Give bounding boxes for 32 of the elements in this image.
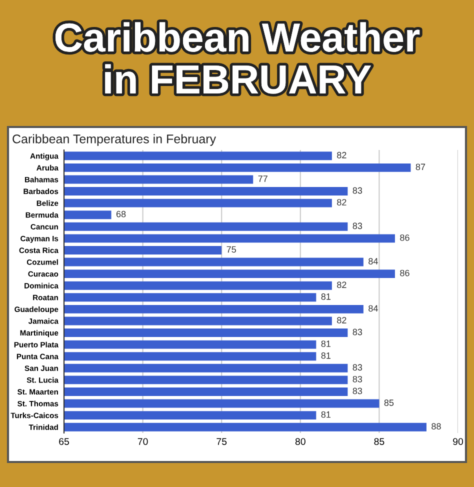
x-tick-label: 70 (138, 438, 148, 445)
data-label: 83 (352, 364, 362, 371)
x-tick-label: 75 (216, 438, 227, 445)
data-label: 81 (321, 340, 330, 347)
data-label: 84 (368, 305, 378, 312)
data-label: 83 (352, 388, 362, 394)
data-label: 81 (321, 293, 330, 300)
x-tick-label: 90 (453, 438, 464, 445)
data-label: 86 (400, 270, 410, 276)
data-label: 82 (337, 152, 346, 158)
data-label: 82 (337, 317, 346, 324)
data-label: 68 (116, 210, 126, 218)
x-tick-label: 65 (59, 438, 69, 445)
x-tick-label: 80 (295, 438, 306, 445)
chart-subtitle: Caribbean Temperatures in February (12, 134, 216, 146)
data-label: 88 (432, 423, 441, 430)
data-label: 75 (226, 246, 236, 253)
data-label: 83 (352, 376, 362, 382)
data-label: 83 (352, 187, 362, 194)
data-label: 82 (337, 199, 346, 206)
data-label: 81 (321, 411, 330, 418)
data-label: 82 (337, 282, 346, 288)
data-label: 83 (352, 222, 362, 230)
x-tick-label: 85 (374, 438, 384, 445)
data-label: 85 (384, 400, 394, 406)
data-label: 83 (352, 328, 362, 336)
data-label: 84 (368, 258, 378, 264)
data-label: 77 (258, 176, 268, 182)
chart-title: Caribbean Weather in FEBRUARY (55, 22, 420, 94)
data-label: 86 (400, 234, 410, 241)
data-label: 87 (416, 164, 426, 170)
data-label: 81 (321, 352, 330, 359)
